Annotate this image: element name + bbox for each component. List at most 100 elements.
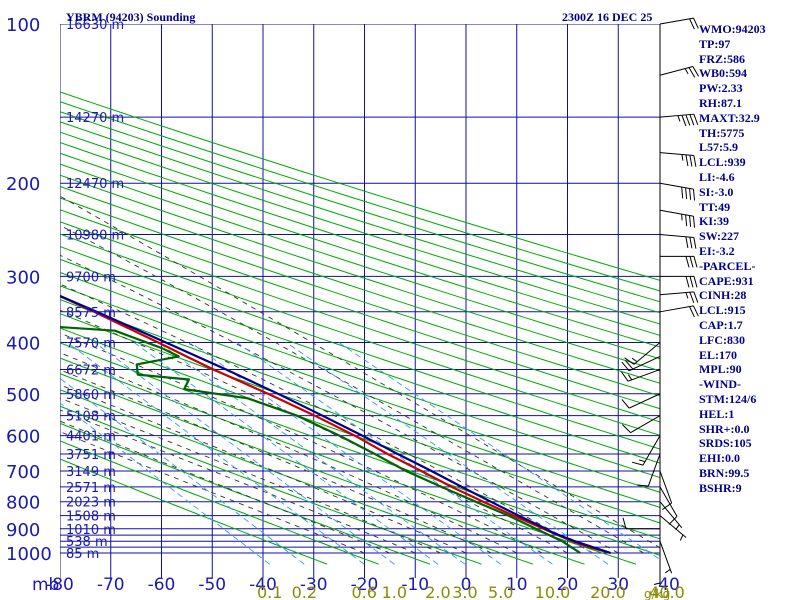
dry-adiabat-line — [60, 245, 660, 450]
height-label: 6672 m — [66, 364, 116, 379]
wind-barb — [660, 255, 698, 268]
barb-full — [689, 291, 695, 304]
mixing-ratio-line — [60, 377, 305, 565]
index-item: RH:87.1 — [699, 95, 742, 110]
moist-adiabat-line — [60, 352, 518, 554]
dry-adiabat-line — [60, 389, 534, 565]
barb-full — [621, 399, 630, 409]
barb-shaft — [659, 541, 673, 574]
barb-half — [684, 68, 689, 75]
mixing-ratio-label: 1.0 — [382, 583, 407, 600]
temperature-tick-label: -80 — [46, 575, 74, 595]
barb-full — [624, 357, 635, 365]
wind-barb — [653, 553, 661, 587]
height-label: 3751 m — [66, 448, 116, 463]
barb-full — [689, 215, 692, 227]
indices-panel: WMO:94203 TP:97 FRZ:586 WB0:594 PW:2.33 RH:87… — [699, 22, 766, 496]
barb-shaft — [659, 305, 694, 313]
height-label: 12470 m — [66, 177, 124, 192]
index-item: TH:5775 — [699, 125, 745, 140]
height-label: 5860 m — [66, 388, 116, 403]
barb-full — [693, 276, 698, 288]
index-item: MPL:90 — [699, 362, 742, 377]
index-item: LFC:830 — [699, 332, 745, 347]
barb-full — [681, 115, 687, 127]
moist-adiabat-line — [60, 369, 492, 554]
barb-full — [693, 114, 699, 126]
height-label: 7570 m — [66, 336, 116, 351]
height-label: 2571 m — [66, 481, 116, 496]
moist-adiabat-line — [60, 409, 416, 554]
profile-lines — [60, 294, 611, 555]
barb-shaft — [633, 342, 661, 365]
dry-adiabat-line — [60, 357, 637, 565]
index-item: STM:124/6 — [699, 391, 757, 406]
wind-barb — [659, 152, 697, 167]
barb-shaft — [630, 415, 661, 434]
mixing-ratio-label: 3.0 — [452, 583, 477, 600]
index-item: HEL:1 — [699, 406, 735, 421]
dry-adiabat-line — [60, 91, 660, 281]
mixing-ratio-label: 0.6 — [351, 583, 376, 600]
pressure-tick-label: 100 — [6, 15, 40, 36]
mixing-ratio-line — [338, 342, 660, 561]
moist-adiabat-line — [60, 254, 619, 554]
index-item: WB0:594 — [699, 66, 747, 81]
height-label: 2023 m — [66, 496, 116, 511]
dry-adiabat-line — [60, 440, 379, 565]
barb-full — [621, 361, 630, 372]
barb-half — [627, 374, 633, 381]
dry-adiabat-line — [60, 111, 660, 303]
dry-adiabats — [60, 91, 660, 565]
dry-adiabat-line — [60, 197, 660, 397]
pressure-tick-label: 600 — [6, 427, 40, 448]
dry-adiabat-line — [60, 422, 431, 565]
barb-half — [677, 115, 681, 122]
index-item: -PARCEL- — [699, 258, 756, 273]
valid-time: 2300Z 16 DEC 25 — [562, 10, 653, 24]
barb-full — [692, 66, 700, 77]
pressure-tick-label: 500 — [6, 385, 40, 406]
height-label: 538 m — [66, 535, 108, 550]
barb-full — [693, 291, 699, 303]
index-item: CAPE:931 — [699, 273, 754, 288]
barb-half — [681, 154, 684, 161]
moist-adiabat-line — [60, 384, 467, 554]
height-label: 9700 m — [66, 270, 116, 285]
barb-full — [631, 461, 644, 466]
height-label: 1010 m — [66, 523, 116, 538]
wind-barb — [659, 515, 687, 541]
wind-barb — [659, 291, 699, 304]
dry-adiabat-line — [60, 141, 660, 336]
mixing-ratio-label: 5.0 — [488, 583, 513, 600]
pressure-tick-label: 400 — [6, 333, 40, 354]
mixing-ratio-line — [60, 402, 270, 565]
mixing-ratio-line — [67, 342, 365, 565]
height-label: 4401 m — [66, 430, 116, 445]
wind-barb — [660, 275, 698, 288]
index-item: SHR+:0.0 — [699, 421, 750, 436]
wind-barb — [621, 355, 661, 372]
moist-adiabat-line — [60, 224, 644, 554]
dry-adiabat-line — [60, 271, 660, 478]
index-item: EL:170 — [699, 347, 738, 362]
dewpoint-profile — [60, 325, 581, 554]
pressure-tick-label: 800 — [6, 493, 40, 514]
dry-adiabat-line — [60, 101, 660, 292]
temperature-tick-label: -70 — [97, 575, 125, 595]
barb-shaft — [659, 65, 693, 76]
dry-adiabat-line — [60, 152, 660, 348]
barb-shaft — [628, 393, 661, 409]
barb-full — [668, 516, 678, 525]
dry-adiabat-line — [60, 131, 660, 325]
dry-adiabat-line — [60, 458, 328, 565]
mixing-ratio-label: 20.0 — [590, 583, 626, 600]
height-label: 16630 m — [66, 18, 124, 33]
dry-adiabat-line — [60, 299, 660, 508]
barb-full — [681, 187, 684, 199]
wind-barb — [659, 65, 700, 78]
dry-adiabat-line — [60, 313, 660, 524]
pressure-tick-label: 1000 — [6, 544, 52, 565]
dry-adiabat-line — [60, 121, 660, 314]
